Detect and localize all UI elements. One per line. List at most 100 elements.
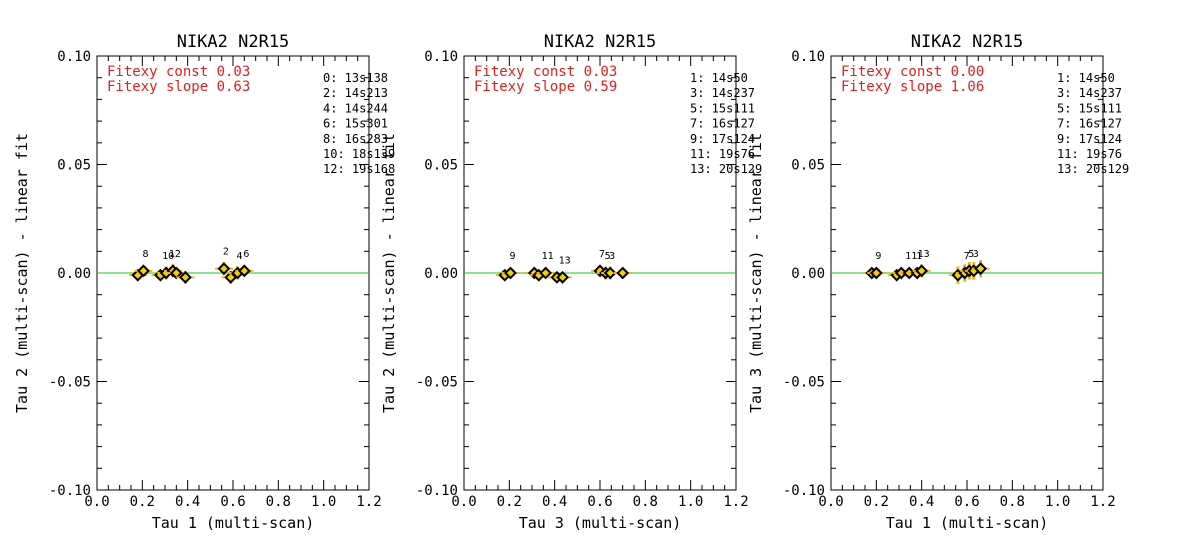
chart-title: NIKA2 N2R15 (544, 32, 657, 52)
y-tick-label: 0.00 (57, 266, 91, 282)
y-tick-label: -0.10 (783, 483, 825, 499)
data-point (616, 266, 630, 280)
x-axis-label: Tau 1 (multi-scan) (886, 514, 1049, 532)
legend-entry: 13: 20s129 (1057, 162, 1129, 176)
x-axis-label: Tau 1 (multi-scan) (152, 514, 315, 532)
y-tick-label: 0.05 (57, 158, 91, 174)
legend-entry: 3: 14s237 (690, 86, 755, 100)
data-point (178, 270, 192, 284)
y-axis-label: Tau 2 (multi-scan) - linear fit (380, 133, 398, 413)
legend-entry: 11: 19s76 (690, 147, 755, 161)
point-label: 9 (875, 251, 881, 262)
point-label: 13 (559, 255, 571, 266)
y-tick-label: 0.05 (424, 158, 458, 174)
legend-entry: 9: 17s124 (690, 132, 755, 146)
y-tick-label: 0.10 (57, 49, 91, 65)
x-tick-label: 0.8 (633, 494, 658, 510)
y-tick-label: -0.05 (49, 375, 91, 391)
fit-const-annotation: Fitexy const 0.03 (474, 64, 617, 80)
x-tick-label: 0.8 (266, 494, 291, 510)
legend-entry: 5: 15s111 (690, 101, 755, 115)
point-label: 4 (237, 251, 243, 262)
point-label: 7 (599, 249, 605, 260)
y-tick-label: -0.10 (416, 483, 458, 499)
point-label: 5 (968, 249, 974, 260)
x-tick-label: 0.4 (542, 494, 567, 510)
data-point (915, 264, 929, 278)
legend-entry: 3: 14s237 (1057, 86, 1122, 100)
y-tick-label: -0.05 (416, 375, 458, 391)
x-tick-label: 0.0 (84, 494, 109, 510)
data-point (237, 264, 251, 278)
legend-entry: 7: 16s127 (1057, 117, 1122, 131)
legend-entry: 6: 15s301 (323, 117, 388, 131)
data-point (169, 266, 183, 280)
y-tick-label: -0.05 (783, 375, 825, 391)
chart-panel-1: 0.0 0.2 0.4 0.6 0.8 1.0 1.2 -0.10 -0.05 0.00 0.05 0… (13, 32, 395, 532)
point-label: 8 (142, 249, 148, 260)
point-label: 13 (918, 249, 930, 260)
x-tick-label: 0.8 (1000, 494, 1025, 510)
x-tick-label: 0.4 (909, 494, 934, 510)
y-tick-label: 0.00 (424, 266, 458, 282)
data-point (556, 270, 570, 284)
x-tick-label: 1.2 (723, 494, 748, 510)
y-tick-label: -0.10 (49, 483, 91, 499)
legend-entry: 12: 19s168 (323, 162, 395, 176)
legend-entry: 4: 14s244 (323, 101, 388, 115)
y-tick-label: 0.00 (791, 266, 825, 282)
legend-entry: 0: 13s138 (323, 71, 388, 85)
y-axis-label: Tau 3 (multi-scan) - linear fit (747, 133, 765, 413)
x-tick-label: 0.0 (451, 494, 476, 510)
point-label: 6 (243, 249, 249, 260)
point-label: 5 (605, 251, 611, 262)
point-label: 11 (542, 251, 554, 262)
data-point (539, 266, 553, 280)
point-label: 10 (162, 251, 174, 262)
y-axis-label: Tau 2 (multi-scan) - linear fit (13, 133, 31, 413)
fit-const-annotation: Fitexy const 0.00 (841, 64, 984, 80)
fit-slope-annotation: Fitexy slope 0.63 (107, 79, 250, 95)
legend-entry: 8: 16s283 (323, 132, 388, 146)
data-point (974, 262, 988, 276)
chart-panel-2: 0.0 0.2 0.4 0.6 0.8 1.0 1.2 -0.10 -0.05 0.00 0.05 0… (380, 32, 762, 532)
x-tick-label: 0.6 (954, 494, 979, 510)
legend-entry: 1: 14s50 (1057, 71, 1115, 85)
point-label: 1 (916, 251, 922, 262)
x-tick-label: 0.6 (220, 494, 245, 510)
legend-entry: 10: 18s139 (323, 147, 395, 161)
x-tick-label: 0.4 (175, 494, 200, 510)
point-label: 12 (169, 249, 181, 260)
y-tick-label: 0.05 (791, 158, 825, 174)
x-tick-label: 1.0 (678, 494, 703, 510)
x-tick-label: 1.2 (1090, 494, 1115, 510)
chart-title: NIKA2 N2R15 (911, 32, 1024, 52)
legend-entry: 13: 20s129 (690, 162, 762, 176)
legend-entry: 7: 16s127 (690, 117, 755, 131)
x-tick-label: 0.6 (587, 494, 612, 510)
fit-slope-annotation: Fitexy slope 0.59 (474, 79, 617, 95)
legend-entry: 2: 14s213 (323, 86, 388, 100)
x-tick-label: 0.0 (818, 494, 843, 510)
legend-entry: 11: 19s76 (1057, 147, 1122, 161)
x-tick-label: 1.0 (1045, 494, 1070, 510)
x-tick-label: 1.2 (356, 494, 381, 510)
chart-panel-3: 0.0 0.2 0.4 0.6 0.8 1.0 1.2 -0.10 -0.05 0.00 0.05 0… (747, 32, 1129, 532)
x-axis-label: Tau 3 (multi-scan) (519, 514, 682, 532)
data-point (217, 262, 231, 276)
fit-slope-annotation: Fitexy slope 1.06 (841, 79, 984, 95)
data-point (603, 266, 617, 280)
legend-entry: 5: 15s111 (1057, 101, 1122, 115)
y-tick-label: 0.10 (791, 49, 825, 65)
x-tick-label: 0.2 (497, 494, 522, 510)
legend-entry: 1: 14s50 (690, 71, 748, 85)
x-tick-label: 0.2 (864, 494, 889, 510)
x-tick-label: 0.2 (130, 494, 155, 510)
x-tick-label: 1.0 (311, 494, 336, 510)
data-point (504, 266, 517, 280)
chart-title: NIKA2 N2R15 (177, 32, 290, 52)
legend-entry: 9: 17s124 (1057, 132, 1122, 146)
point-label: 11 (905, 251, 917, 262)
